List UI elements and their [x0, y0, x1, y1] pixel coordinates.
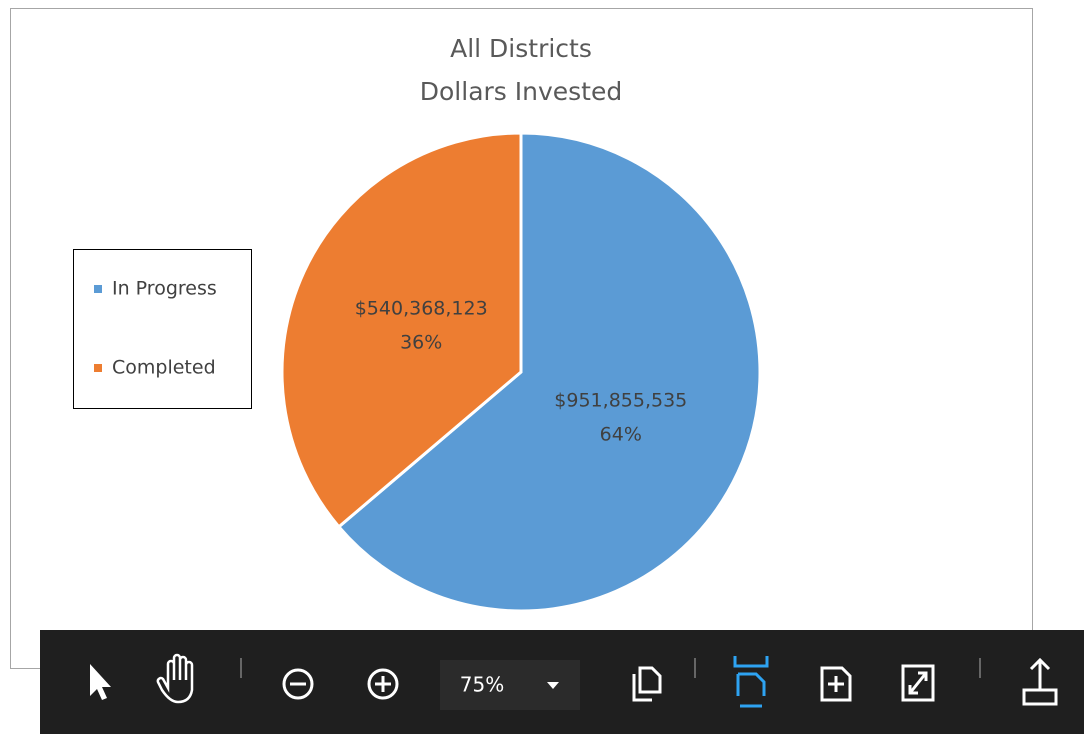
zoom-value: 75% [460, 673, 504, 697]
chart: All Districts Dollars Invested $951,855,53… [280, 34, 762, 613]
legend-swatch [94, 285, 102, 293]
legend-box [73, 249, 252, 409]
chart-title: All Districts [450, 34, 592, 63]
hand-tool[interactable] [156, 653, 194, 704]
percent-label: 36% [400, 331, 442, 353]
fullscreen[interactable] [901, 664, 935, 702]
zoom-in[interactable] [367, 668, 399, 700]
fit-page[interactable] [820, 666, 852, 702]
select-tool[interactable] [90, 664, 111, 700]
legend-swatch [94, 364, 102, 372]
pie-slice [280, 131, 523, 529]
pie-slice [336, 131, 762, 613]
dropdown-arrow[interactable] [547, 682, 559, 689]
toolbar: 75% [40, 630, 1084, 734]
value-label: $540,368,123 [355, 297, 488, 319]
pages-tool[interactable] [632, 666, 662, 702]
value-label: $951,855,535 [554, 390, 687, 412]
chart-title: Dollars Invested [420, 77, 622, 106]
legend-label: Completed [112, 357, 216, 379]
percent-label: 64% [600, 424, 642, 446]
zoom-out[interactable] [282, 668, 314, 700]
fit-width[interactable] [733, 656, 769, 708]
zoom-select[interactable] [440, 660, 580, 710]
export[interactable] [1022, 657, 1058, 706]
legend-label: In Progress [112, 278, 217, 300]
